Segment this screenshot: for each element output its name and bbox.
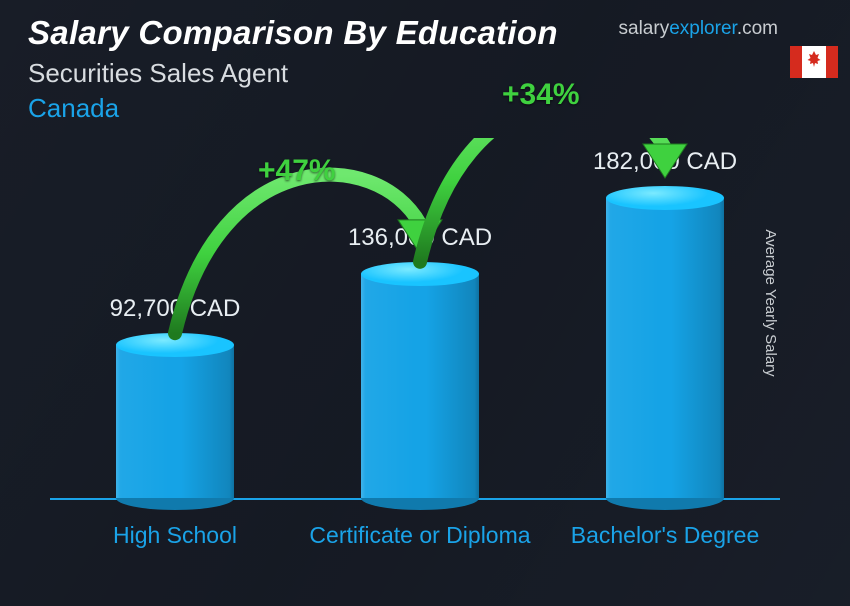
- chart-area: 92,700 CAD High School 136,000 CAD Certific…: [40, 138, 790, 578]
- bar-front: [606, 198, 724, 498]
- brand-prefix: salary: [619, 18, 670, 39]
- bar-value-label: 92,700 CAD: [65, 295, 285, 323]
- increase-pct-label: +47%: [258, 154, 336, 188]
- chart-subtitle: Securities Sales Agent: [28, 58, 822, 89]
- brand-suffix: .com: [737, 18, 778, 39]
- bar-front: [361, 274, 479, 498]
- bar-value-label: 136,000 CAD: [310, 224, 530, 252]
- chart-country: Canada: [28, 93, 822, 124]
- bar-category-label: High School: [60, 522, 290, 550]
- bar: [361, 274, 479, 498]
- bar-category-label: Certificate or Diploma: [305, 522, 535, 550]
- canada-flag-icon: [790, 46, 838, 78]
- bar-value-label: 182,000 CAD: [555, 148, 775, 176]
- bar-top: [606, 186, 724, 210]
- bar: [116, 345, 234, 498]
- bar: [606, 198, 724, 498]
- bar-category-label: Bachelor's Degree: [550, 522, 780, 550]
- brand-accent: explorer: [669, 18, 737, 39]
- bar-front: [116, 345, 234, 498]
- increase-pct-label: +34%: [502, 78, 580, 112]
- bar-top: [361, 262, 479, 286]
- bar-top: [116, 333, 234, 357]
- brand-label: salaryexplorer.com: [619, 18, 778, 40]
